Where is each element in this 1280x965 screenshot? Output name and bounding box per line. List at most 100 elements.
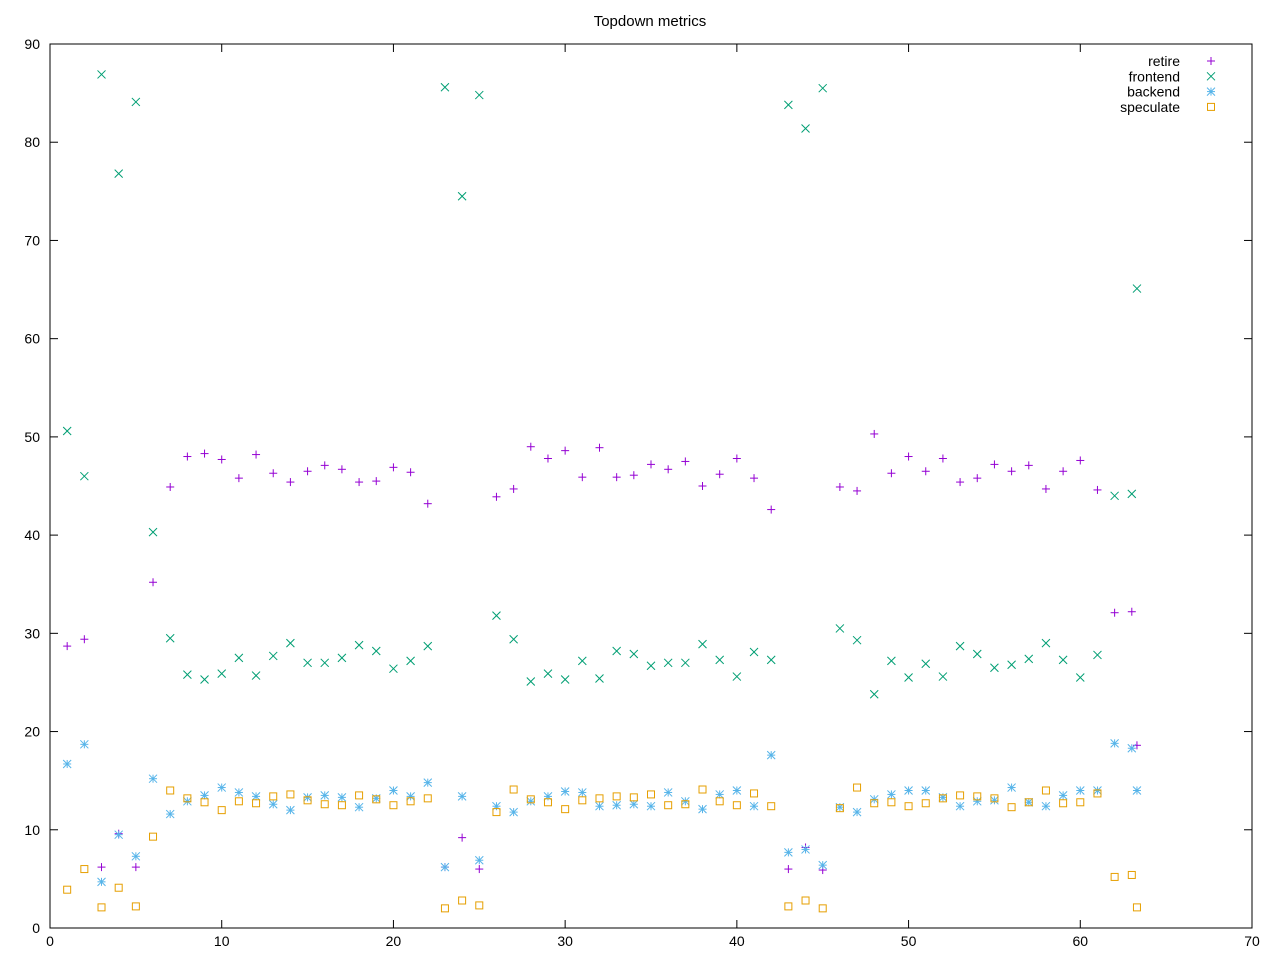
data-point-backend xyxy=(1058,791,1068,800)
data-point-frontend xyxy=(1024,654,1034,664)
data-point-retire xyxy=(835,482,844,491)
legend-marker-frontend xyxy=(1206,71,1216,81)
data-point-speculate xyxy=(887,798,896,807)
data-point-frontend xyxy=(698,639,707,649)
data-point-frontend xyxy=(474,90,484,100)
data-point-retire xyxy=(475,865,484,874)
data-point-retire xyxy=(732,454,741,463)
y-tick-label: 60 xyxy=(24,331,40,347)
data-point-backend xyxy=(389,786,398,795)
data-point-frontend xyxy=(251,671,261,680)
data-point-retire xyxy=(1110,608,1119,617)
data-point-speculate xyxy=(63,885,72,894)
data-point-frontend xyxy=(680,658,690,668)
data-point-frontend xyxy=(320,658,330,668)
data-point-speculate xyxy=(286,790,295,799)
data-point-speculate xyxy=(1132,903,1141,912)
data-point-backend xyxy=(818,860,828,870)
data-point-frontend xyxy=(148,527,158,537)
data-point-retire xyxy=(200,449,209,458)
y-tick-label: 30 xyxy=(24,625,40,641)
x-tick-label: 10 xyxy=(214,933,230,949)
data-point-backend xyxy=(440,862,450,872)
data-point-frontend xyxy=(887,656,896,666)
legend-label: retire xyxy=(1148,53,1180,69)
data-point-speculate xyxy=(715,797,724,806)
series-retire xyxy=(63,429,1141,875)
data-point-frontend xyxy=(440,82,450,92)
data-point-backend xyxy=(62,759,72,769)
data-point-speculate xyxy=(1110,872,1119,881)
data-point-backend xyxy=(183,796,192,806)
data-point-retire xyxy=(612,473,621,482)
data-point-speculate xyxy=(595,794,604,803)
data-point-speculate xyxy=(629,793,638,802)
data-point-speculate xyxy=(904,802,913,811)
data-point-speculate xyxy=(320,800,329,809)
data-point-retire xyxy=(252,450,261,459)
data-point-backend xyxy=(165,809,175,819)
data-point-backend xyxy=(251,792,261,801)
x-tick-label: 40 xyxy=(729,933,745,949)
data-point-backend xyxy=(406,792,415,801)
y-tick-label: 80 xyxy=(24,134,40,150)
data-point-frontend xyxy=(612,646,622,656)
data-point-frontend xyxy=(921,659,931,669)
data-point-frontend xyxy=(955,641,965,651)
data-point-backend xyxy=(904,786,913,795)
data-point-frontend xyxy=(268,651,278,661)
data-point-retire xyxy=(543,454,552,463)
data-point-retire xyxy=(870,429,879,438)
legend-marker-speculate xyxy=(1207,102,1215,111)
data-point-frontend xyxy=(526,677,536,686)
data-point-frontend xyxy=(663,658,673,668)
data-point-frontend xyxy=(286,638,295,648)
series-speculate xyxy=(63,783,1141,913)
data-point-speculate xyxy=(956,791,965,800)
data-point-frontend xyxy=(62,426,72,436)
data-point-backend xyxy=(200,791,209,800)
legend-label: speculate xyxy=(1120,99,1180,115)
data-point-speculate xyxy=(97,903,106,912)
data-point-speculate xyxy=(1127,870,1136,879)
x-tick-label: 50 xyxy=(901,933,917,949)
data-point-retire xyxy=(784,865,793,874)
data-point-backend xyxy=(887,790,896,799)
data-point-frontend xyxy=(560,675,570,684)
data-point-speculate xyxy=(681,800,690,809)
data-point-backend xyxy=(1075,786,1085,795)
series-backend xyxy=(62,738,1142,887)
data-point-speculate xyxy=(801,896,810,905)
data-point-retire xyxy=(767,505,776,514)
data-point-frontend xyxy=(972,649,982,659)
data-point-frontend xyxy=(303,658,312,668)
data-point-frontend xyxy=(1132,284,1142,293)
data-point-frontend xyxy=(749,647,759,657)
data-point-frontend xyxy=(234,653,244,663)
data-point-retire xyxy=(1059,467,1068,476)
data-point-retire xyxy=(217,455,226,464)
legend-marker-retire xyxy=(1207,57,1215,65)
data-point-backend xyxy=(852,807,862,817)
data-point-frontend xyxy=(818,83,828,93)
data-point-retire xyxy=(63,642,72,651)
data-point-frontend xyxy=(423,641,433,651)
data-point-speculate xyxy=(647,790,655,799)
data-point-speculate xyxy=(1041,786,1050,795)
data-point-speculate xyxy=(578,796,587,805)
data-point-retire xyxy=(337,465,346,474)
data-point-speculate xyxy=(475,901,484,910)
data-point-speculate xyxy=(938,794,947,803)
data-point-speculate xyxy=(543,798,552,807)
data-point-frontend xyxy=(114,169,124,179)
data-point-backend xyxy=(509,807,518,817)
data-point-frontend xyxy=(1041,638,1051,648)
data-point-frontend xyxy=(200,675,209,684)
data-point-retire xyxy=(166,482,175,491)
data-point-retire xyxy=(389,463,398,472)
data-points xyxy=(62,70,1142,913)
data-point-frontend xyxy=(784,100,793,110)
data-point-frontend xyxy=(595,674,604,683)
data-point-frontend xyxy=(904,673,913,682)
